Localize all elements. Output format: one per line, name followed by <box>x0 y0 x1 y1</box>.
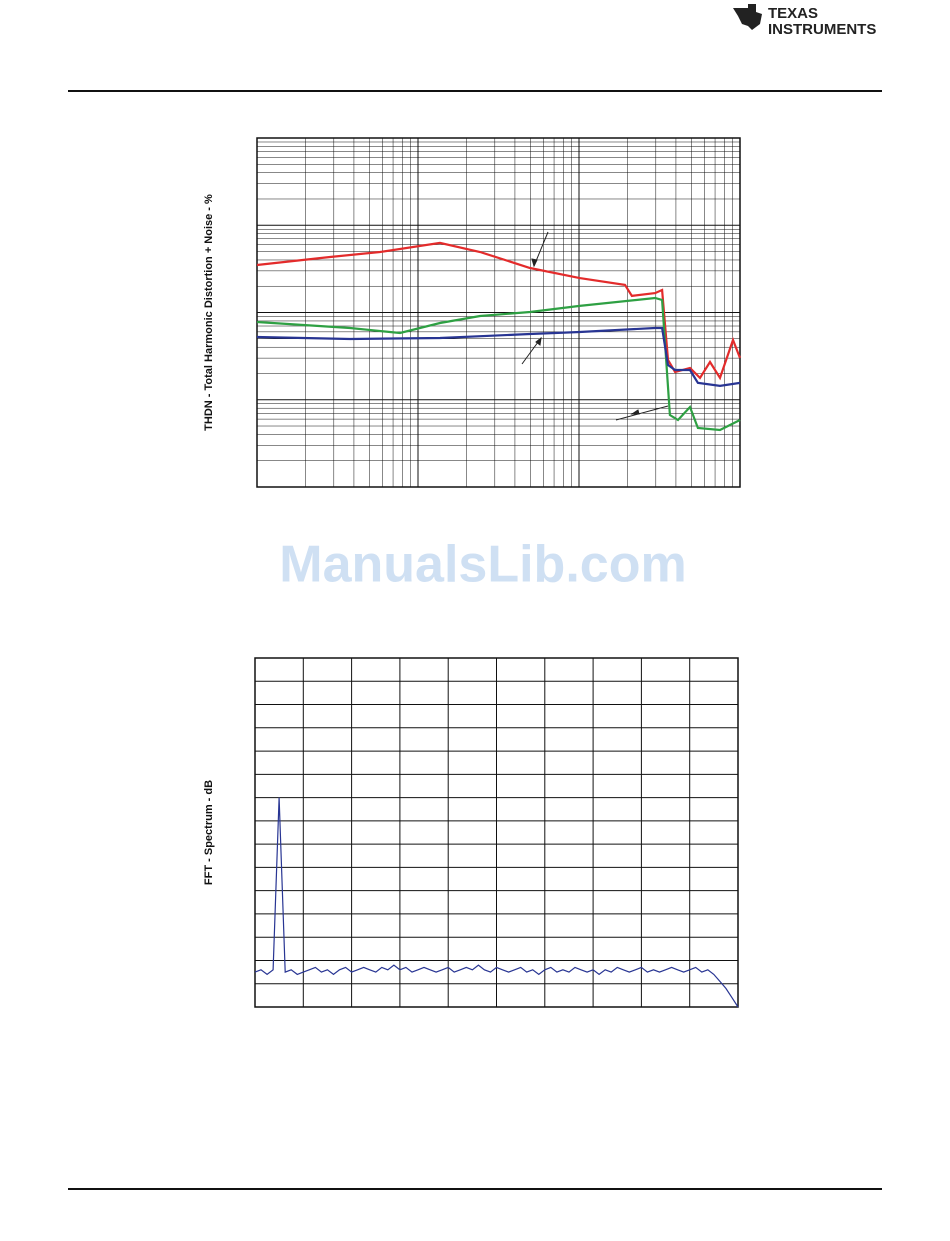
thdn-chart: THDN - Total Harmonic Distortion + Noise… <box>203 137 742 488</box>
brand-line2: INSTRUMENTS <box>768 21 876 38</box>
series-line <box>256 326 741 388</box>
y-axis-label: FFT - Spectrum - dB <box>203 780 215 885</box>
callouts <box>521 231 669 421</box>
series-line <box>256 241 742 381</box>
fft-chart: FFT - Spectrum - dB <box>203 657 739 1008</box>
brand-line1: TEXAS <box>768 5 818 22</box>
series-line <box>254 797 739 1008</box>
ti-logo <box>733 4 762 30</box>
watermark: ManualsLib.com <box>279 536 686 594</box>
series-line <box>256 296 741 432</box>
y-axis-label: THDN - Total Harmonic Distortion + Noise… <box>203 194 215 431</box>
